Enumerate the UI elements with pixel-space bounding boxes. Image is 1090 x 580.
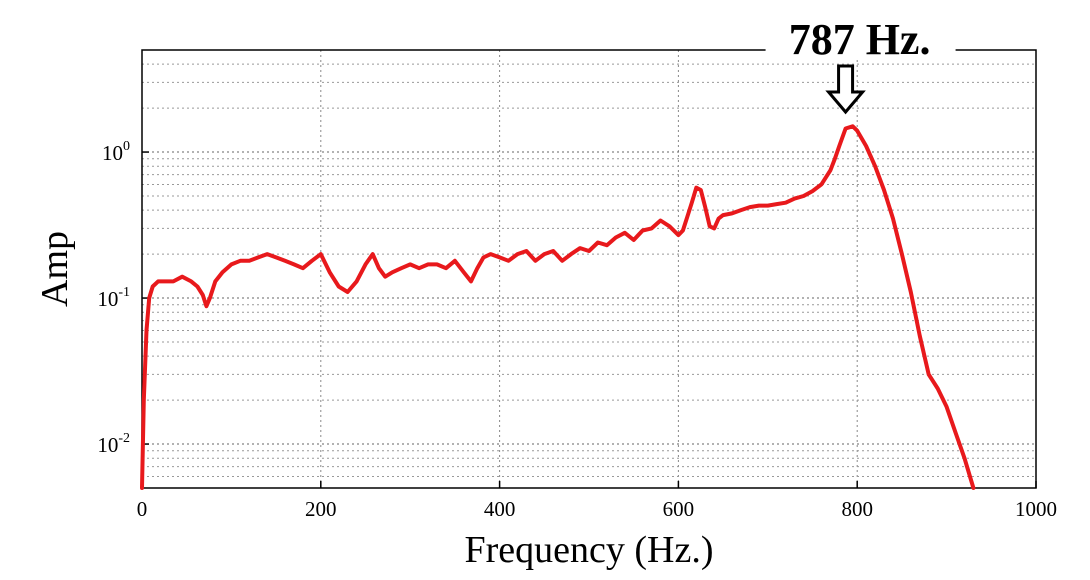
grid: [142, 50, 1036, 488]
peak-annotation: 787 Hz.: [765, 15, 956, 115]
peak-frequency-label: 787 Hz.: [789, 15, 931, 64]
y-tick-label: 10-2: [97, 431, 130, 457]
y-tick-label: 100: [102, 139, 130, 165]
x-tick-label: 800: [841, 497, 873, 521]
series-line-0: [140, 124, 976, 490]
plot-frame: [141, 49, 1037, 489]
x-tick-label: 200: [305, 497, 337, 521]
series-group: [140, 124, 976, 490]
x-tick-label: 0: [137, 497, 148, 521]
x-tick-label: 1000: [1015, 497, 1057, 521]
y-axis-label: Amp: [34, 231, 76, 307]
x-tick-label: 400: [484, 497, 516, 521]
x-axis-label: Frequency (Hz.): [464, 529, 713, 571]
y-tick-label: 10-1: [97, 285, 130, 311]
x-tick-label: 600: [663, 497, 695, 521]
down-arrow-icon: [825, 64, 866, 115]
annotation-background: [765, 40, 956, 60]
x-axis: 0 200 400 600 800 1000: [137, 481, 1057, 521]
y-axis: 10-2 10-1 100: [97, 139, 149, 457]
